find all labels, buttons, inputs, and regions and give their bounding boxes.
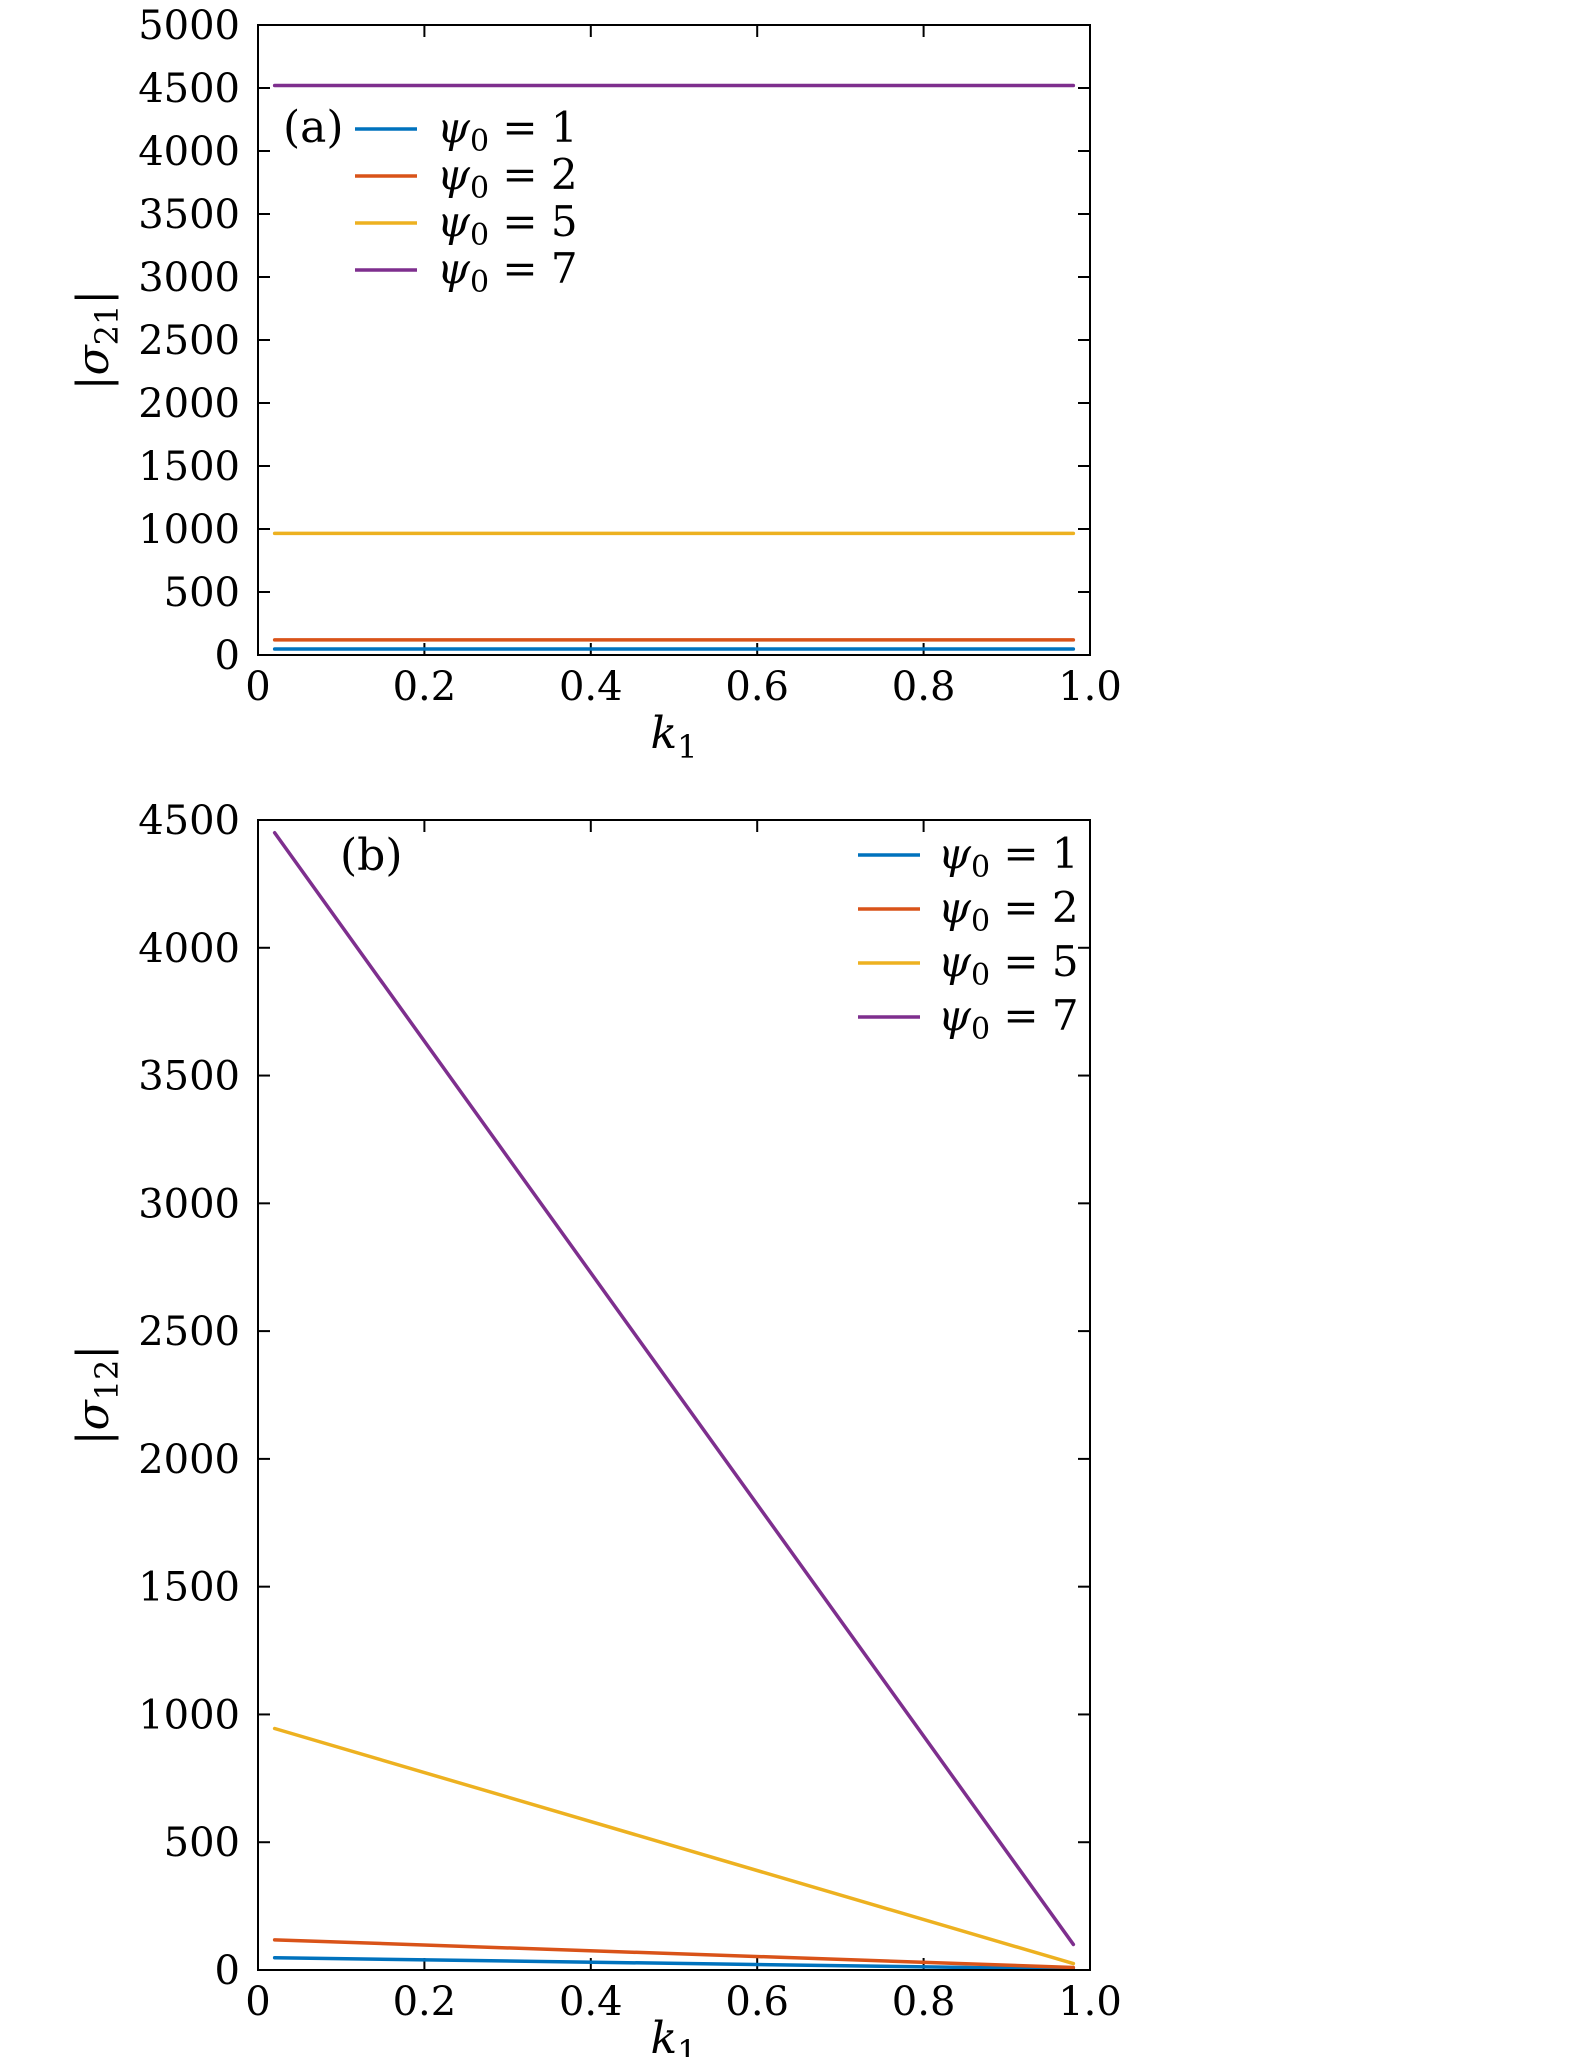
series-line bbox=[272, 1938, 1076, 1970]
svg-text:1000: 1000 bbox=[138, 507, 240, 553]
x-tick-labels: 0 0.2 0.4 0.6 0.8 1.0 bbox=[245, 1979, 1122, 2025]
series-lines bbox=[272, 83, 1076, 651]
legend-label: ψ0 = 7 bbox=[938, 991, 1079, 1047]
svg-text:0.6: 0.6 bbox=[725, 1979, 789, 2025]
svg-text:0.2: 0.2 bbox=[393, 1979, 457, 2025]
series-line bbox=[272, 1955, 1076, 1971]
svg-text:1500: 1500 bbox=[138, 1565, 240, 1611]
legend: ψ0 = 1ψ0 = 2ψ0 = 5ψ0 = 7 bbox=[355, 103, 578, 300]
svg-text:1500: 1500 bbox=[138, 444, 240, 490]
panel-label: (b) bbox=[340, 830, 403, 881]
series-line bbox=[272, 831, 1076, 1947]
chart-a-svg: 0 0.2 0.4 0.6 0.8 1.0 0 500 1000 1500 2000 2500 3000… bbox=[68, 3, 1122, 766]
svg-text:1000: 1000 bbox=[138, 1692, 240, 1738]
chart-panel-a: 0 0.2 0.4 0.6 0.8 1.0 0 500 1000 1500 2000 2500 3000… bbox=[0, 0, 1575, 770]
svg-text:2000: 2000 bbox=[138, 1437, 240, 1483]
x-axis-label: k1 bbox=[650, 2013, 697, 2057]
svg-text:0: 0 bbox=[245, 1979, 270, 2025]
x-tick-labels: 0 0.2 0.4 0.6 0.8 1.0 bbox=[245, 664, 1122, 710]
svg-text:0: 0 bbox=[215, 1948, 240, 1994]
series-lines bbox=[272, 831, 1076, 1971]
svg-text:2500: 2500 bbox=[138, 1309, 240, 1355]
svg-text:5000: 5000 bbox=[138, 3, 240, 49]
svg-text:0: 0 bbox=[215, 633, 240, 679]
svg-text:4500: 4500 bbox=[138, 798, 240, 844]
legend-label: ψ0 = 1 bbox=[437, 103, 578, 159]
y-tick-labels: 0 500 1000 1500 2000 2500 3000 3500 4000 4500 5000 bbox=[138, 3, 240, 679]
legend: ψ0 = 1ψ0 = 2ψ0 = 5ψ0 = 7 bbox=[858, 829, 1079, 1047]
svg-text:0.8: 0.8 bbox=[892, 1979, 956, 2025]
axis-ticks bbox=[257, 24, 1091, 656]
legend-label: ψ0 = 5 bbox=[437, 197, 578, 253]
svg-text:0.6: 0.6 bbox=[725, 664, 789, 710]
panel-label: (a) bbox=[283, 102, 344, 153]
legend-label: ψ0 = 2 bbox=[437, 150, 578, 206]
chart-panel-b: 0 0.2 0.4 0.6 0.8 1.0 0 500 1000 1500 2000 2500 3000… bbox=[0, 770, 1575, 2057]
legend-label: ψ0 = 7 bbox=[437, 244, 578, 300]
svg-text:4500: 4500 bbox=[138, 66, 240, 112]
plot-box bbox=[257, 24, 1091, 656]
x-axis-label: k1 bbox=[650, 708, 697, 766]
chart-b-svg: 0 0.2 0.4 0.6 0.8 1.0 0 500 1000 1500 2000 2500 3000… bbox=[68, 798, 1122, 2057]
svg-text:3000: 3000 bbox=[138, 255, 240, 301]
svg-text:500: 500 bbox=[164, 570, 240, 616]
svg-text:3500: 3500 bbox=[138, 192, 240, 238]
y-axis-label: |σ12| bbox=[68, 1345, 126, 1445]
svg-text:0.4: 0.4 bbox=[559, 664, 623, 710]
svg-text:0.8: 0.8 bbox=[892, 664, 956, 710]
svg-text:3500: 3500 bbox=[138, 1054, 240, 1100]
y-axis-label: |σ21| bbox=[68, 290, 126, 390]
svg-text:0: 0 bbox=[245, 664, 270, 710]
svg-text:2500: 2500 bbox=[138, 318, 240, 364]
svg-text:4000: 4000 bbox=[138, 926, 240, 972]
legend-label: ψ0 = 2 bbox=[938, 883, 1079, 939]
legend-label: ψ0 = 5 bbox=[938, 937, 1079, 993]
legend-label: ψ0 = 1 bbox=[938, 829, 1079, 885]
series-line bbox=[272, 1726, 1076, 1966]
plot-box bbox=[257, 819, 1091, 1971]
svg-text:4000: 4000 bbox=[138, 129, 240, 175]
svg-text:0.4: 0.4 bbox=[559, 1979, 623, 2025]
y-tick-labels: 0 500 1000 1500 2000 2500 3000 3500 4000 4500 bbox=[138, 798, 240, 1994]
svg-text:0.2: 0.2 bbox=[393, 664, 457, 710]
svg-text:1.0: 1.0 bbox=[1058, 664, 1122, 710]
svg-text:2000: 2000 bbox=[138, 381, 240, 427]
svg-text:500: 500 bbox=[164, 1820, 240, 1866]
svg-text:1.0: 1.0 bbox=[1058, 1979, 1122, 2025]
svg-text:3000: 3000 bbox=[138, 1181, 240, 1227]
